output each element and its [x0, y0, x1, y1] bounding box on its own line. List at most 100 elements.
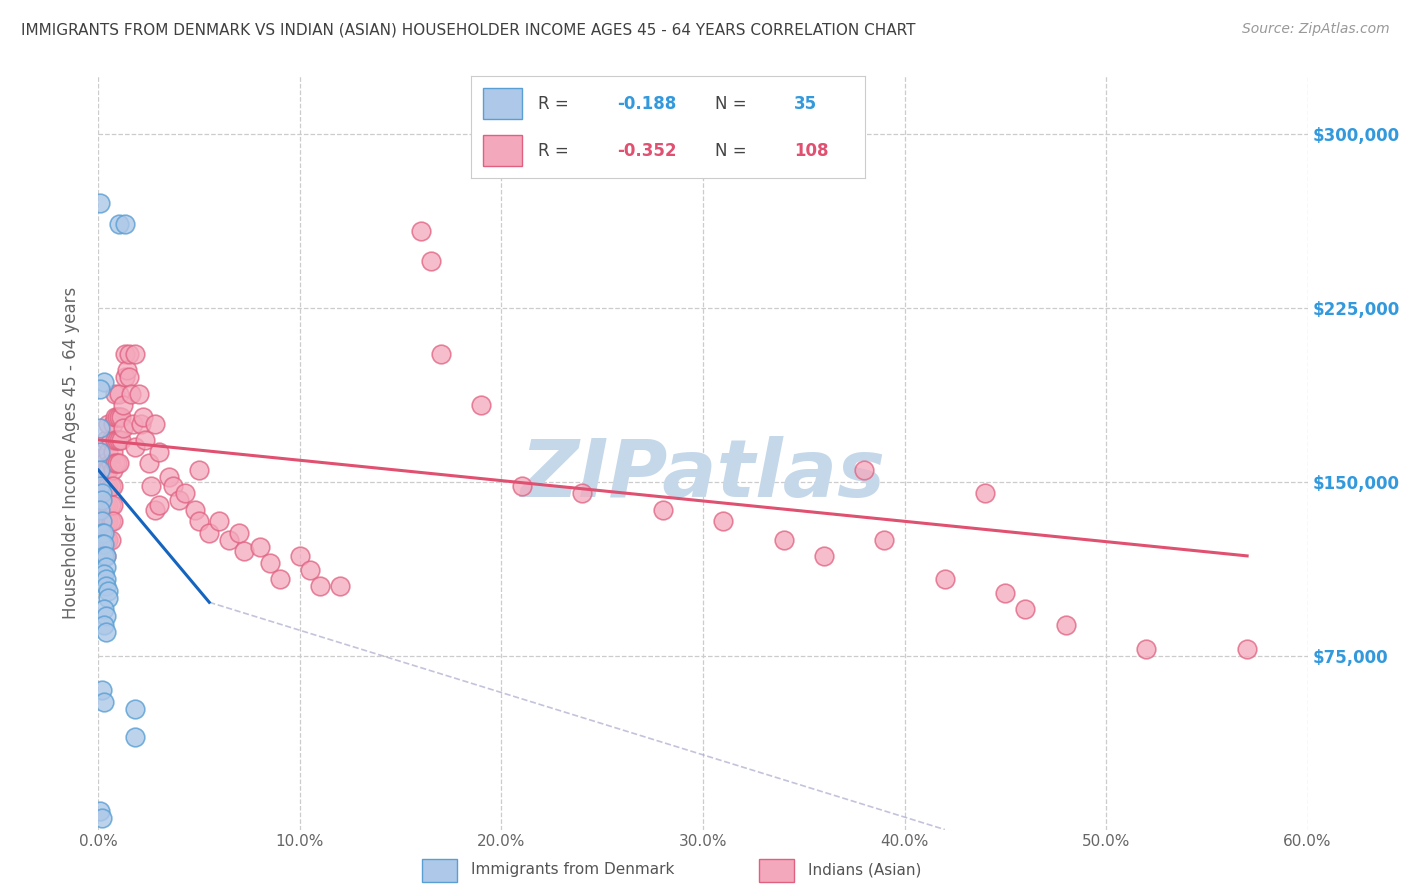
Point	[96, 549, 118, 563]
Point	[409, 224, 432, 238]
Point	[103, 456, 125, 470]
Text: R =: R =	[538, 142, 574, 160]
Point	[107, 456, 129, 470]
Point	[91, 493, 114, 508]
Point	[93, 533, 115, 547]
Point	[89, 463, 111, 477]
Text: Source: ZipAtlas.com: Source: ZipAtlas.com	[1241, 22, 1389, 37]
Text: -0.352: -0.352	[617, 142, 676, 160]
Point	[89, 196, 111, 211]
Point	[1014, 602, 1036, 616]
Point	[105, 433, 128, 447]
Point	[96, 533, 118, 547]
Point	[96, 549, 118, 563]
Point	[107, 217, 129, 231]
FancyBboxPatch shape	[482, 88, 522, 119]
Point	[167, 493, 190, 508]
Text: R =: R =	[538, 95, 574, 112]
Point	[100, 533, 122, 547]
Point	[91, 683, 114, 698]
Point	[96, 560, 118, 574]
Point	[470, 398, 492, 412]
Point	[100, 514, 122, 528]
Point	[232, 544, 254, 558]
Point	[97, 498, 120, 512]
Point	[101, 498, 124, 512]
Point	[93, 456, 115, 470]
Point	[711, 514, 734, 528]
Text: IMMIGRANTS FROM DENMARK VS INDIAN (ASIAN) HOUSEHOLDER INCOME AGES 45 - 64 YEARS : IMMIGRANTS FROM DENMARK VS INDIAN (ASIAN…	[21, 22, 915, 37]
Point	[128, 386, 150, 401]
Point	[139, 479, 162, 493]
Point	[208, 514, 231, 528]
Point	[89, 502, 111, 516]
Point	[89, 382, 111, 396]
Point	[148, 444, 170, 458]
Point	[96, 463, 118, 477]
Text: N =: N =	[716, 95, 752, 112]
Point	[329, 579, 352, 593]
Point	[114, 217, 136, 231]
Point	[101, 417, 124, 431]
Point	[510, 479, 533, 493]
Point	[299, 563, 322, 577]
Point	[813, 549, 835, 563]
Point	[651, 502, 673, 516]
Point	[101, 463, 124, 477]
Point	[103, 433, 125, 447]
Point	[120, 386, 142, 401]
Point	[288, 549, 311, 563]
Point	[107, 386, 129, 401]
Point	[228, 525, 250, 540]
Point	[96, 433, 118, 447]
Point	[184, 502, 207, 516]
Point	[91, 537, 114, 551]
Y-axis label: Householder Income Ages 45 - 64 years: Householder Income Ages 45 - 64 years	[62, 286, 80, 619]
Point	[134, 433, 156, 447]
Text: Immigrants from Denmark: Immigrants from Denmark	[471, 863, 675, 877]
Point	[259, 556, 281, 570]
Point	[124, 730, 146, 744]
Point	[143, 502, 166, 516]
Point	[93, 618, 115, 632]
Point	[89, 804, 111, 818]
Point	[934, 572, 956, 586]
Point	[111, 398, 134, 412]
FancyBboxPatch shape	[422, 859, 457, 882]
Point	[114, 370, 136, 384]
Point	[124, 440, 146, 454]
Point	[93, 695, 115, 709]
Point	[1135, 641, 1157, 656]
Point	[105, 456, 128, 470]
Point	[111, 421, 134, 435]
Point	[89, 509, 111, 524]
Point	[89, 421, 111, 435]
Point	[89, 444, 111, 458]
Point	[148, 498, 170, 512]
Point	[873, 533, 896, 547]
Point	[91, 525, 114, 540]
Text: ZIPatlas: ZIPatlas	[520, 436, 886, 515]
Point	[96, 572, 118, 586]
Point	[97, 479, 120, 493]
Point	[97, 417, 120, 431]
Point	[96, 579, 118, 593]
Point	[89, 486, 111, 500]
Point	[97, 444, 120, 458]
Point	[107, 409, 129, 424]
FancyBboxPatch shape	[482, 136, 522, 166]
Point	[97, 533, 120, 547]
Point	[101, 479, 124, 493]
Point	[218, 533, 240, 547]
Point	[96, 609, 118, 624]
Point	[118, 347, 141, 361]
Point	[91, 502, 114, 516]
Point	[121, 417, 143, 431]
Point	[97, 514, 120, 528]
Point	[269, 572, 291, 586]
Text: -0.188: -0.188	[617, 95, 676, 112]
Point	[96, 498, 118, 512]
Point	[430, 347, 453, 361]
Point	[157, 470, 180, 484]
Point	[93, 514, 115, 528]
